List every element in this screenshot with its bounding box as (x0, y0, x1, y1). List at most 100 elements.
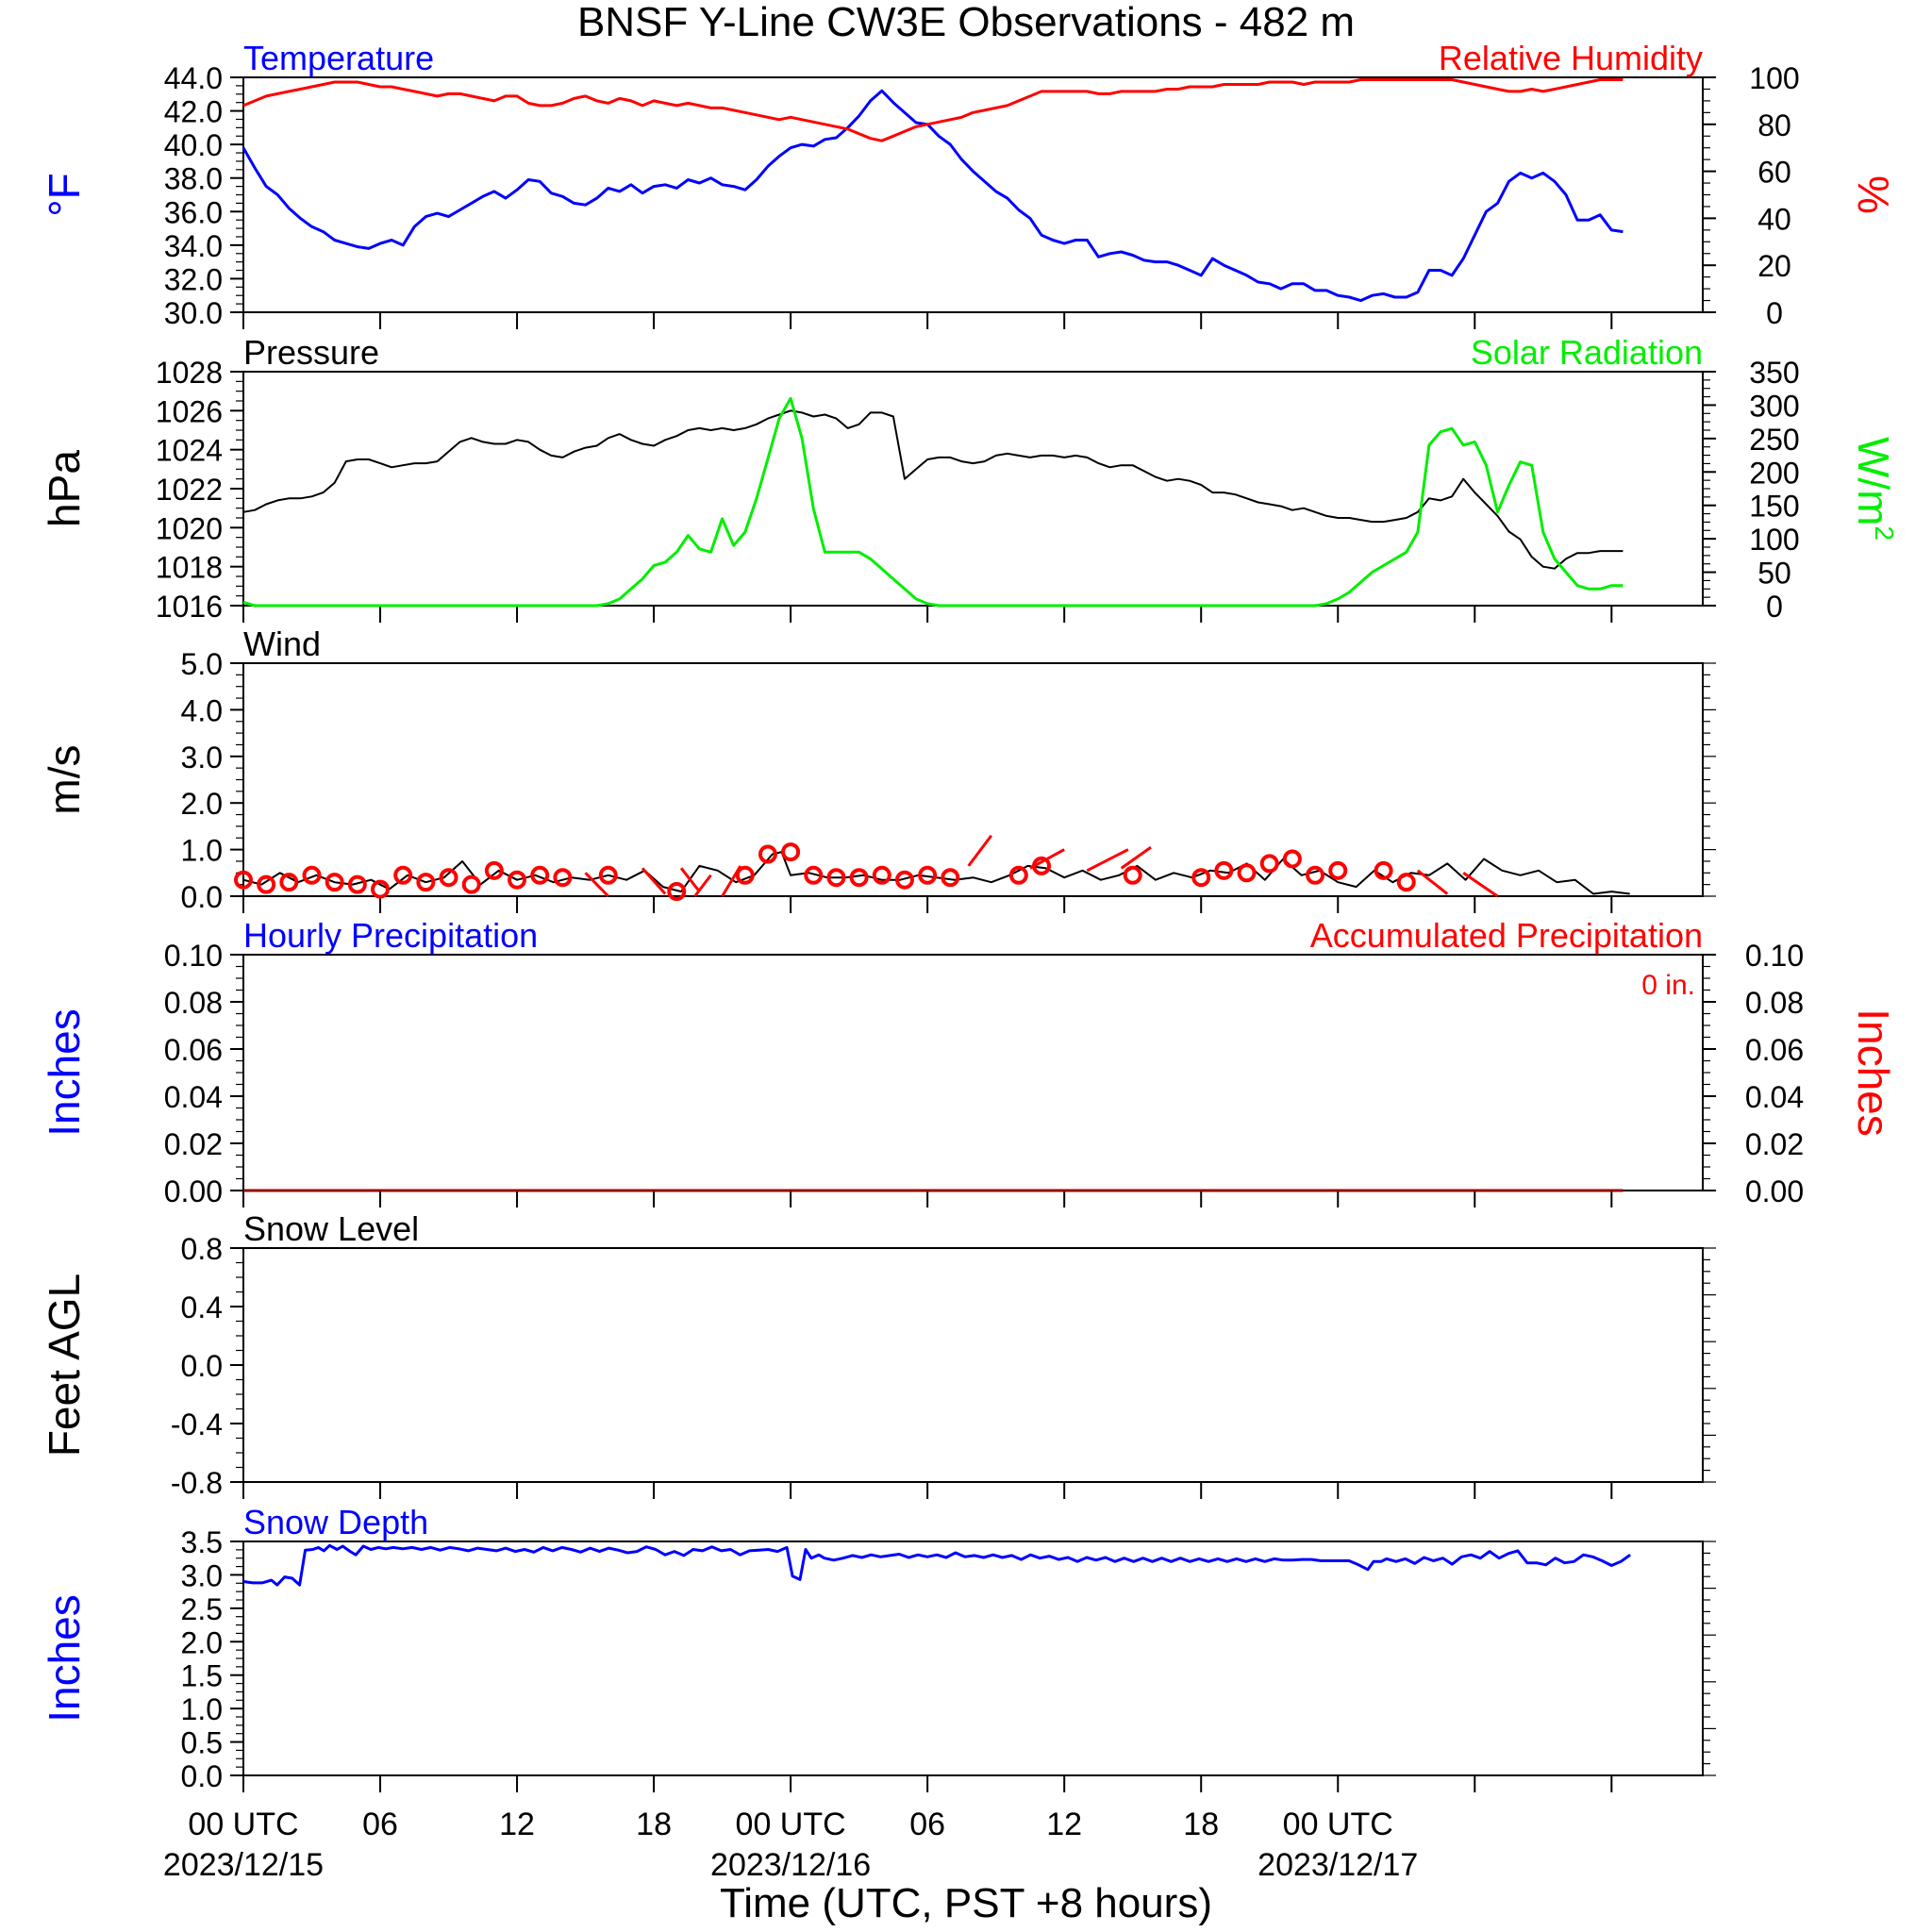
panel-title-left: Snow Depth (243, 1503, 428, 1541)
wind-calm-marker (1214, 860, 1234, 880)
y-tick-label: 3.0 (181, 741, 223, 774)
panel-title-right: Accumulated Precipitation (1310, 916, 1703, 955)
y-tick-label: 2.0 (181, 787, 223, 821)
y-axis-label-right: W/m2 (1849, 437, 1899, 541)
x-tick-label: 12 (499, 1807, 535, 1842)
y-right-tick-label: 350 (1749, 356, 1799, 390)
series-temperature (242, 89, 1624, 303)
panel-2: 5.0 4.0 3.0 2.0 1.0 0.0 Wind m/s (40, 625, 1716, 914)
y-tick-label: 1018 (156, 551, 223, 585)
y-tick-label: 0.0 (181, 1349, 223, 1383)
wind-barb (721, 865, 742, 897)
panel-title-left: Snow Level (243, 1209, 419, 1248)
y-tick-label: 38.0 (164, 162, 223, 196)
figure-title: BNSF Y-Line CW3E Observations - 482 m (577, 0, 1355, 45)
x-date-label: 2023/12/15 (163, 1847, 324, 1883)
panel-title-left: Pressure (243, 333, 379, 372)
y-tick-label: 1028 (156, 356, 223, 390)
panel-title-left: Hourly Precipitation (243, 916, 538, 955)
wind-calm-marker (872, 865, 891, 885)
y-tick-label: -0.4 (171, 1407, 223, 1441)
wind-calm-marker (1191, 868, 1211, 888)
y-right-tick-label: 0.04 (1745, 1080, 1804, 1114)
wind-calm-marker (530, 865, 550, 885)
x-tick-label: 00 UTC (736, 1807, 846, 1842)
y-right-tick-label: 250 (1749, 423, 1799, 457)
wind-calm-marker (804, 865, 824, 885)
panel-title-right: Solar Radiation (1471, 333, 1703, 372)
wind-calm-marker (781, 842, 801, 862)
wind-calm-marker (234, 870, 253, 890)
y-axis-label: hPa (40, 450, 89, 527)
x-date-label: 2023/12/17 (1257, 1847, 1418, 1883)
wind-barb (1416, 869, 1449, 895)
chart-panels: 44.042.040.038.036.034.032.030.0 100 80 60 4… (40, 39, 1899, 1793)
panel-frame (242, 1247, 1704, 1483)
y-tick-label: 40.0 (164, 128, 223, 162)
wind-calm-marker (416, 873, 436, 892)
wind-calm-marker (735, 865, 755, 885)
x-tick-label: 06 (909, 1807, 945, 1842)
y-right-tick-label: 0.00 (1745, 1174, 1804, 1208)
y-right-tick-label: 50 (1757, 557, 1791, 591)
y-tick-label: 36.0 (164, 195, 223, 229)
x-tick-label: 00 UTC (1283, 1807, 1393, 1842)
y-tick-label: 44.0 (164, 61, 223, 95)
y-tick-label: 1026 (156, 394, 223, 428)
wind-barb (641, 867, 667, 895)
panel-frame (242, 371, 1704, 607)
y-tick-label: 0.8 (181, 1232, 223, 1266)
wind-calm-marker (279, 873, 299, 892)
panel-4: 0.8 0.4 0.0 -0.4 -0.8 Snow Level Feet AGL (40, 1209, 1716, 1500)
y-tick-label: 0.00 (164, 1174, 223, 1208)
wind-calm-marker (667, 882, 687, 902)
y-tick-label: 1.0 (181, 1692, 223, 1726)
y-axis-label: Feet AGL (40, 1274, 89, 1457)
y-right-tick-label: 0.10 (1745, 939, 1804, 973)
y-tick-label: 0.0 (181, 880, 223, 914)
y-right-tick-label: 60 (1757, 156, 1791, 190)
y-tick-label: 2.0 (181, 1625, 223, 1659)
panel-title-right: Relative Humidity (1439, 39, 1703, 77)
y-tick-label: 34.0 (164, 229, 223, 263)
y-right-tick-label: 0.06 (1745, 1033, 1804, 1067)
wind-calm-marker (941, 868, 960, 888)
wind-barb (584, 872, 609, 898)
y-tick-label: 0.04 (164, 1080, 223, 1114)
x-tick-label: 06 (362, 1807, 398, 1842)
y-axis-label-right: % (1849, 175, 1898, 214)
y-right-tick-label: 100 (1749, 523, 1799, 557)
y-tick-label: 0.08 (164, 986, 223, 1020)
y-tick-label: 0.5 (181, 1726, 223, 1760)
y-tick-label: 1.0 (181, 834, 223, 868)
wind-calm-marker (849, 868, 869, 888)
wind-calm-marker (371, 879, 391, 899)
wind-calm-marker (1306, 865, 1325, 885)
wind-calm-marker (484, 860, 504, 880)
y-tick-label: 1020 (156, 511, 223, 545)
y-tick-label: 1.5 (181, 1659, 223, 1693)
wind-calm-marker (302, 865, 322, 885)
y-tick-label: 0.06 (164, 1033, 223, 1067)
wind-calm-marker (918, 865, 938, 885)
wind-calm-marker (325, 873, 344, 892)
wind-calm-marker (1259, 854, 1279, 874)
x-tick-label: 18 (1183, 1807, 1219, 1842)
time-axis: 00 UTC 2023/12/15 06 12 18 00 UTC 2023/12/16 06… (163, 1807, 1418, 1883)
y-tick-label: 1024 (156, 434, 223, 468)
accumulated-annotation: 0 in. (1641, 970, 1695, 1001)
wind-barb (679, 867, 701, 892)
y-right-tick-label: 40 (1757, 202, 1791, 236)
panel-frame (242, 954, 1704, 1191)
panel-title-left: Wind (243, 625, 321, 663)
y-axis-label: Inches (40, 1594, 89, 1723)
y-right-tick-label: 80 (1757, 108, 1791, 142)
y-right-tick-label: 20 (1757, 249, 1791, 283)
panel-0: 44.042.040.038.036.034.032.030.0 100 80 60 4… (40, 39, 1898, 330)
y-tick-label: 0.0 (181, 1759, 223, 1793)
y-tick-label: 30.0 (164, 296, 223, 330)
y-tick-label: -0.8 (171, 1466, 223, 1500)
series-solar-radiation (242, 396, 1624, 608)
series-pressure (242, 409, 1624, 570)
x-tick-label: 12 (1046, 1807, 1082, 1842)
